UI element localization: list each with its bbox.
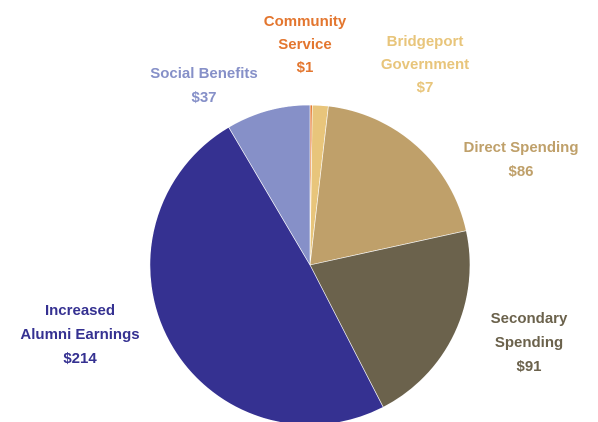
pie-slice-4: [309, 230, 471, 408]
slice-value-label-4: $91: [516, 358, 541, 375]
slice-label-3-line-1: Direct Spending: [463, 139, 578, 156]
slice-label-2-line-2: Government: [381, 56, 469, 73]
slice-label-4-line-2: Spending: [495, 334, 563, 351]
slice-label-4-line-1: Secondary: [491, 310, 568, 327]
slice-label-2-line-1: Bridgeport: [387, 33, 464, 50]
slice-label-5-line-1: Increased: [45, 302, 115, 319]
slice-label-5-line-2: Alumni Earnings: [20, 326, 139, 343]
slice-value-label-6: $37: [191, 89, 216, 106]
pie-slice-3: [309, 105, 467, 266]
pie-slice-6: [228, 104, 311, 267]
pie-slices: [149, 104, 471, 422]
slice-value-label-5: $214: [63, 350, 97, 367]
slice-value-label-3: $86: [508, 163, 533, 180]
pie-labels: Community Service $1 Bridgeport Government $7…: [20, 13, 578, 375]
slice-value-label-2: $7: [417, 79, 434, 96]
slice-label-6-line-1: Social Benefits: [150, 65, 258, 82]
slice-value-label-1: $1: [297, 59, 314, 76]
slice-label-1-line-2: Service: [278, 36, 331, 53]
slice-label-1-line-1: Community: [264, 13, 347, 30]
pie-slice-5: [149, 126, 384, 422]
